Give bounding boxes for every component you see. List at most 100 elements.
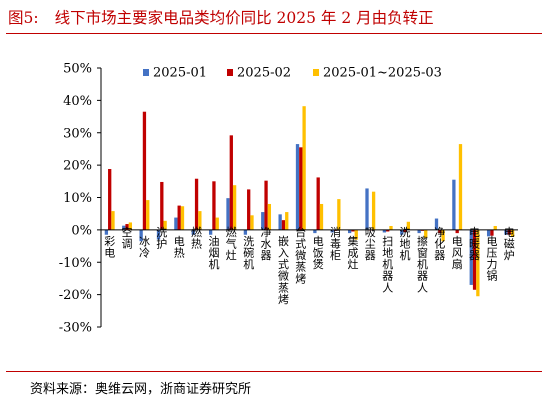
- y-tick-label: 40%: [63, 94, 92, 109]
- bar-3-净水器: [267, 203, 272, 230]
- bar-1-油烟机: [208, 229, 213, 235]
- bar-1-燃气灶: [226, 198, 230, 230]
- bar-2-燃热: [194, 178, 199, 230]
- bar-3-洗碗机: [250, 215, 254, 230]
- bar-2-净水器: [264, 180, 268, 230]
- bar-2-嵌入式微蒸烤: [281, 220, 286, 230]
- category-label: 嵌入式微蒸烤: [278, 235, 289, 306]
- bar-3-空调: [128, 222, 133, 230]
- category-label: 净水器: [261, 225, 272, 262]
- bar-2-电压力锅: [490, 229, 494, 236]
- y-tick-label: 0%: [71, 223, 92, 238]
- bar-1-嵌入式微蒸烤: [278, 214, 282, 230]
- bar-1-燃热: [191, 229, 195, 235]
- category-label: 空调: [122, 225, 133, 251]
- legend-swatch-1: [143, 69, 149, 76]
- legend-label-3: 2025-01~2025-03: [323, 66, 442, 81]
- bar-1-电风扇: [452, 179, 456, 230]
- bar-2-油烟机: [212, 181, 216, 230]
- category-label: 电暖器: [469, 226, 480, 262]
- bar-3-燃气灶: [232, 185, 237, 230]
- figure-title-text: 线下市场主要家电品类均价同比 2025 年 2 月由负转正: [54, 9, 434, 27]
- bar-1-消毒柜: [330, 229, 334, 233]
- category-label: 电磁炉: [504, 226, 515, 262]
- y-tick-label: -30%: [59, 321, 92, 336]
- bar-2-洗地机: [403, 229, 407, 232]
- category-label: 消毒柜: [330, 225, 341, 262]
- bar-1-洗地机: [400, 229, 404, 235]
- category-label: 洗护: [156, 226, 167, 251]
- bar-1-扫地机器人: [382, 229, 387, 233]
- bar-3-电风扇: [458, 144, 463, 230]
- category-label: 台式微蒸烤: [295, 225, 306, 285]
- legend-swatch-3: [313, 69, 319, 76]
- bar-2-净化器: [438, 229, 442, 234]
- bar-1-电磁炉: [504, 229, 508, 235]
- chart-axes: 50% 40% 30% 20% 10% 0% -10% -20% -30%: [59, 62, 518, 336]
- figure-number: 图5:: [8, 9, 39, 27]
- bar-1-净水器: [261, 212, 265, 230]
- category-label: 电饭煲: [313, 235, 324, 271]
- category-label: 冰冷: [139, 235, 150, 260]
- bar-1-洗护: [156, 229, 161, 240]
- category-label: 集成灶: [347, 234, 358, 271]
- bar-3-洗地机: [406, 221, 411, 230]
- legend-swatch-2: [227, 69, 233, 76]
- bar-3-扫地机器人: [389, 225, 393, 230]
- bar-3-擦窗机器人: [424, 229, 428, 238]
- bar-1-电暖器: [469, 229, 473, 285]
- bar-1-冰冷: [139, 229, 143, 242]
- bar-1-擦窗机器人: [417, 229, 421, 234]
- category-label: 燃热: [191, 225, 202, 251]
- legend-label-2: 2025-02: [237, 66, 291, 81]
- bar-2-电暖器: [472, 229, 477, 290]
- bar-3-彩电: [111, 211, 115, 230]
- bar-1-电饭煲: [313, 229, 317, 234]
- y-tick-label: 10%: [63, 191, 92, 206]
- bar-2-电磁炉: [507, 229, 511, 235]
- title-divider: [6, 33, 542, 34]
- category-label: 净化器: [434, 225, 445, 262]
- bar-1-集成灶: [347, 229, 352, 234]
- figure-title: 图5: 线下市场主要家电品类均价同比 2025 年 2 月由负转正: [8, 6, 540, 30]
- bar-2-彩电: [108, 169, 112, 230]
- bar-2-电风扇: [455, 229, 459, 234]
- bar-3-冰冷: [146, 200, 150, 230]
- bar-3-消毒柜: [337, 199, 341, 230]
- bar-3-洗护: [163, 220, 167, 230]
- bar-2-洗碗机: [247, 189, 251, 230]
- bar-1-台式微蒸烤: [295, 144, 300, 230]
- y-tick-label: -10%: [59, 256, 92, 271]
- category-label: 电风扇: [452, 235, 463, 271]
- bar-chart: 2025-01 2025-02 2025-01~2025-03 50% 40% 30% 2…: [59, 62, 518, 336]
- y-tick-label: -20%: [59, 288, 92, 303]
- bar-3-净化器: [441, 229, 445, 242]
- source-note: 资料来源：奥维云网，浙商证券研究所: [30, 382, 252, 397]
- category-label: 洗碗机: [243, 235, 254, 271]
- bar-2-洗护: [160, 181, 164, 230]
- bar-1-空调: [122, 225, 126, 230]
- bar-3-电磁炉: [510, 229, 515, 237]
- bar-3-油烟机: [215, 217, 219, 230]
- bar-3-电暖器: [476, 229, 480, 297]
- bar-3-电饭煲: [319, 203, 324, 230]
- bar-2-电热: [177, 205, 181, 230]
- bar-2-集成灶: [351, 229, 355, 232]
- bar-3-电热: [180, 206, 185, 230]
- category-label: 吸尘器: [365, 226, 376, 262]
- category-label: 燃气灶: [226, 225, 237, 262]
- chart-legend: 2025-01 2025-02 2025-01~2025-03: [143, 66, 442, 81]
- bar-1-吸尘器: [365, 188, 369, 230]
- bar-3-嵌入式微蒸烤: [285, 212, 289, 230]
- bar-3-吸尘器: [371, 191, 376, 230]
- bar-3-台式微蒸烤: [302, 106, 306, 230]
- bar-2-冰冷: [142, 111, 147, 230]
- category-label: 电热: [174, 235, 185, 260]
- category-label: 电压力锅: [486, 235, 497, 283]
- y-tick-label: 20%: [63, 159, 92, 174]
- source-divider: [6, 371, 542, 372]
- category-label: 洗地机: [400, 226, 411, 262]
- bar-1-电压力锅: [486, 229, 491, 237]
- bar-2-燃气灶: [229, 135, 233, 230]
